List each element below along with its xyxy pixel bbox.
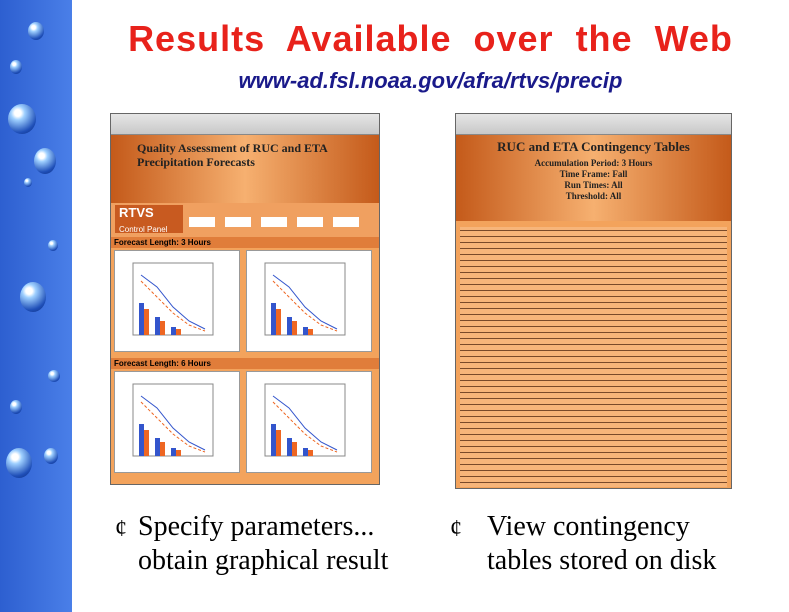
thumb-graphic <box>264 262 346 336</box>
bubble <box>8 104 36 134</box>
bubble <box>44 448 58 464</box>
thumb-shape <box>140 280 206 332</box>
thumb-shape <box>276 309 281 335</box>
bullet-text: View contingency tables stored on disk <box>487 510 716 578</box>
header-line: Threshold: All <box>565 191 622 201</box>
bullet-line: View contingency <box>487 511 690 542</box>
thumb-shape <box>160 321 165 335</box>
logo: RTVS <box>119 205 154 220</box>
chart-thumb <box>246 250 372 352</box>
bubble <box>48 370 60 382</box>
thumb-shape <box>140 395 206 451</box>
logo-sub: Control Panel <box>119 225 168 234</box>
section-header: Forecast Length: 3 Hours <box>111 237 379 248</box>
thumb-shape <box>139 303 144 335</box>
thumb-shape <box>272 280 338 332</box>
thumb-shape <box>271 303 276 335</box>
thumb-shape <box>287 317 292 335</box>
thumb-shape <box>272 401 338 453</box>
bubble <box>24 178 32 187</box>
url: www-ad.fsl.noaa.gov/afra/rtvs/precip <box>238 68 623 93</box>
browser-chrome <box>111 114 379 135</box>
bullet-line: tables stored on disk <box>487 545 717 576</box>
chart-thumb <box>114 371 240 473</box>
bubble <box>48 240 58 251</box>
thumb-shape <box>140 401 206 453</box>
thumb-shape <box>308 329 313 335</box>
thumb-graphic <box>132 383 214 457</box>
page-header: Quality Assessment of RUC and ETA Precip… <box>111 135 379 203</box>
screenshot-right: RUC and ETA Contingency Tables Accumulat… <box>455 113 732 489</box>
bubble <box>10 60 22 74</box>
bullet-symbol: ¢ <box>115 516 127 542</box>
slide-title: Results Available over the Web <box>128 18 733 59</box>
thumb-shape <box>144 309 149 335</box>
thumb-shape <box>271 424 276 456</box>
side-bar <box>0 0 72 612</box>
bullet-text: Specify parameters... obtain graphical r… <box>138 510 388 578</box>
thumb-shape <box>308 450 313 456</box>
header-line: Accumulation Period: 3 Hours <box>534 158 653 168</box>
thumb-shape <box>276 430 281 456</box>
bullet-line: Specify parameters... <box>138 511 375 542</box>
heading: RUC and ETA Contingency Tables <box>497 139 690 154</box>
header-line: Time Frame: Fall <box>559 169 628 179</box>
thumb-shape <box>272 395 338 451</box>
thumb-graphic <box>132 262 214 336</box>
bubble <box>28 22 44 40</box>
thumb-graphic <box>264 383 346 457</box>
header-line: Run Times: All <box>564 180 623 190</box>
thumb-shape <box>144 430 149 456</box>
thumb-shape <box>303 327 308 335</box>
thumb-shape <box>176 450 181 456</box>
table-text <box>460 227 727 487</box>
thumb-shape <box>139 424 144 456</box>
bubble <box>20 282 46 312</box>
section-header: Forecast Length: 6 Hours <box>111 358 379 369</box>
thumb-shape <box>272 274 338 330</box>
screenshot-left: Quality Assessment of RUC and ETA Precip… <box>110 113 380 485</box>
thumb-shape <box>171 448 176 456</box>
chart-thumb <box>114 250 240 352</box>
control-panel: RTVS Control Panel <box>111 203 379 237</box>
thumb-shape <box>292 321 297 335</box>
thumb-shape <box>292 442 297 456</box>
page-header: RUC and ETA Contingency Tables Accumulat… <box>456 135 731 221</box>
thumb-shape <box>171 327 176 335</box>
bubble <box>6 448 32 478</box>
bubble <box>10 400 22 414</box>
thumb-shape <box>155 317 160 335</box>
browser-chrome <box>456 114 731 135</box>
thumb-shape <box>176 329 181 335</box>
thumb-shape <box>160 442 165 456</box>
chart-thumb <box>246 371 372 473</box>
thumb-shape <box>303 448 308 456</box>
thumb-shape <box>155 438 160 456</box>
thumb-shape <box>140 274 206 330</box>
bubble <box>34 148 56 174</box>
bullet-symbol: ¢ <box>450 516 462 542</box>
bullet-line: obtain graphical result <box>138 545 389 576</box>
heading: Quality Assessment of RUC and ETA Precip… <box>137 141 328 169</box>
thumb-shape <box>287 438 292 456</box>
